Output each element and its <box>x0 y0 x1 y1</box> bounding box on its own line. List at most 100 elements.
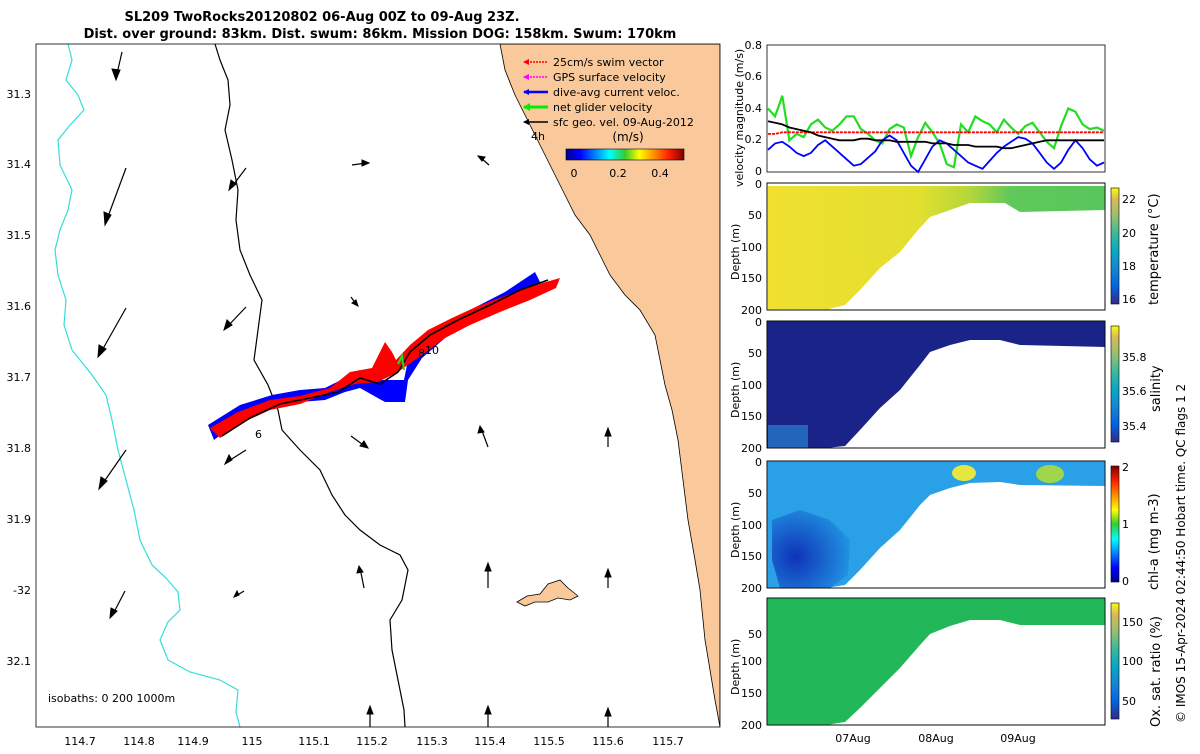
isobath-1000 <box>54 44 241 727</box>
map-y-tick: 31.4 <box>7 158 32 171</box>
glider-track <box>208 272 560 440</box>
chla-surface-patch <box>952 465 976 481</box>
chla-low-region <box>772 510 850 588</box>
label-4h: 4h <box>531 130 545 143</box>
legend-item-sfc-geo: sfc geo. vel. 09-Aug-2012 <box>523 116 694 129</box>
salinity-section <box>767 321 1105 448</box>
chla-colorbar <box>1110 465 1120 583</box>
map-x-tick: 114.8 <box>123 735 155 748</box>
current-vectors <box>97 51 612 727</box>
chla-y-tick: 200 <box>741 582 762 595</box>
map-x-tick: 115.1 <box>298 735 330 748</box>
velocity-series-line <box>767 120 1104 150</box>
temp-ylabel: Depth (m) <box>729 224 742 280</box>
chla-y-tick: 150 <box>741 550 762 563</box>
salinity-pocket <box>768 425 808 448</box>
vel-y-tick: 0 <box>755 165 762 178</box>
swim-vectors <box>210 278 560 438</box>
map-y-tick: 31.9 <box>7 513 32 526</box>
colorbar-tick-2: 0.4 <box>651 167 669 180</box>
sal-y-tick: 0 <box>755 316 762 329</box>
vel-y-tick: 0.6 <box>745 70 763 83</box>
sal-y-tick: 100 <box>741 379 762 392</box>
ox-cbar-tick: 50 <box>1122 695 1136 708</box>
colorbar-tick-0: 0 <box>571 167 578 180</box>
map-y-tick: -32 <box>13 584 31 597</box>
temp-y-tick: 200 <box>741 304 762 317</box>
temp-cbar-label: temperature (°C) <box>1147 193 1162 305</box>
ox-cbar-label: Ox. sat. ratio (%) <box>1149 616 1164 727</box>
temp-cbar-tick: 22 <box>1122 193 1136 206</box>
chla-y-tick: 50 <box>748 487 762 500</box>
sal-ylabel: Depth (m) <box>729 362 742 418</box>
colorbar-unit: (m/s) <box>612 130 643 144</box>
oxygen-panel: Depth (m) 50 100 150 200 50 100 150 Ox. … <box>729 597 1164 745</box>
map-y-tick: 31.8 <box>7 442 32 455</box>
legend-item-net: net glider velocity <box>523 101 653 114</box>
legend-gps-label: GPS surface velocity <box>553 71 666 84</box>
vel-y-tick: 0.2 <box>745 133 763 146</box>
ox-colorbar <box>1110 602 1120 720</box>
chla-ylabel: Depth (m) <box>729 502 742 558</box>
sal-colorbar <box>1110 325 1120 443</box>
footer-credit: © IMOS 15-Apr-2024 02:44:50 Hobart time.… <box>1174 384 1188 723</box>
legend-item-gps: GPS surface velocity <box>523 71 666 84</box>
map-x-tick: 114.9 <box>177 735 209 748</box>
net-velocity-line <box>221 279 549 437</box>
track-label-8: 8 <box>418 347 425 360</box>
net-velocity-green <box>397 352 405 371</box>
temp-y-tick: 100 <box>741 241 762 254</box>
map-x-tick: 115.2 <box>356 735 388 748</box>
temp-cbar-tick: 16 <box>1122 293 1136 306</box>
map-frame <box>35 43 721 728</box>
chla-cbar-tick: 2 <box>1122 461 1129 474</box>
chla-section <box>767 461 1105 588</box>
velocity-axes <box>766 44 1106 173</box>
time-tick: 08Aug <box>918 732 953 745</box>
chla-y-tick: 0 <box>755 456 762 469</box>
chla-panel: Depth (m) 0 50 100 150 200 0 1 2 chl-a (… <box>729 456 1162 595</box>
ox-y-tick: 150 <box>741 687 762 700</box>
ox-y-tick: 100 <box>741 655 762 668</box>
map-legend: 25cm/s swim vector GPS surface velocity … <box>523 56 694 180</box>
ox-y-tick: 50 <box>748 628 762 641</box>
velocity-series-line <box>768 131 1104 135</box>
map-x-tick: 114.7 <box>64 735 96 748</box>
temp-y-tick: 50 <box>748 209 762 222</box>
temp-cbar-tick: 18 <box>1122 260 1136 273</box>
map-x-tick: 115.3 <box>416 735 448 748</box>
chla-cbar-label: chl-a (mg m-3) <box>1147 493 1162 590</box>
oxygen-section <box>767 598 1105 725</box>
salinity-panel: Depth (m) 0 50 100 150 200 35.4 35.6 35.… <box>729 316 1164 455</box>
sal-cbar-tick: 35.4 <box>1122 420 1147 433</box>
map-y-tick: 32.1 <box>7 655 32 668</box>
map-x-tick: 115.7 <box>652 735 684 748</box>
time-tick: 09Aug <box>1000 732 1035 745</box>
sal-y-tick: 200 <box>741 442 762 455</box>
legend-net-label: net glider velocity <box>553 101 653 114</box>
map-x-tick: 115.5 <box>533 735 565 748</box>
chla-cbar-tick: 1 <box>1122 518 1129 531</box>
sal-cbar-label: salinity <box>1149 365 1164 412</box>
chla-cbar-tick: 0 <box>1122 575 1129 588</box>
title-line-1: SL209 TwoRocks20120802 06-Aug 00Z to 09-… <box>124 10 519 25</box>
sal-y-tick: 150 <box>741 410 762 423</box>
sal-y-tick: 50 <box>748 347 762 360</box>
map-y-tick: 31.3 <box>7 88 32 101</box>
temperature-panel: Depth (m) 0 50 100 150 200 16 18 20 22 t… <box>729 178 1162 317</box>
legend-item-swim: 25cm/s swim vector <box>523 56 664 69</box>
map-x-tick: 115 <box>242 735 263 748</box>
vel-y-tick: 0.8 <box>745 39 763 52</box>
map-x-axis: 114.7 114.8 114.9 115 115.1 115.2 115.3 … <box>64 735 684 748</box>
sal-cbar-tick: 35.6 <box>1122 385 1147 398</box>
map-y-axis: 31.3 31.4 31.5 31.6 31.7 31.8 31.9 -32 3… <box>7 88 32 668</box>
temp-y-tick: 150 <box>741 272 762 285</box>
track-label-10: 10 <box>425 344 439 357</box>
coastline-land <box>499 44 720 727</box>
map-y-tick: 31.5 <box>7 229 32 242</box>
map-y-tick: 31.7 <box>7 371 32 384</box>
map-panel: 6 8 10 4h isobaths: 0 200 1000m 25cm/s s… <box>7 43 721 748</box>
speed-colorbar <box>565 148 685 161</box>
temp-y-tick: 0 <box>755 178 762 191</box>
